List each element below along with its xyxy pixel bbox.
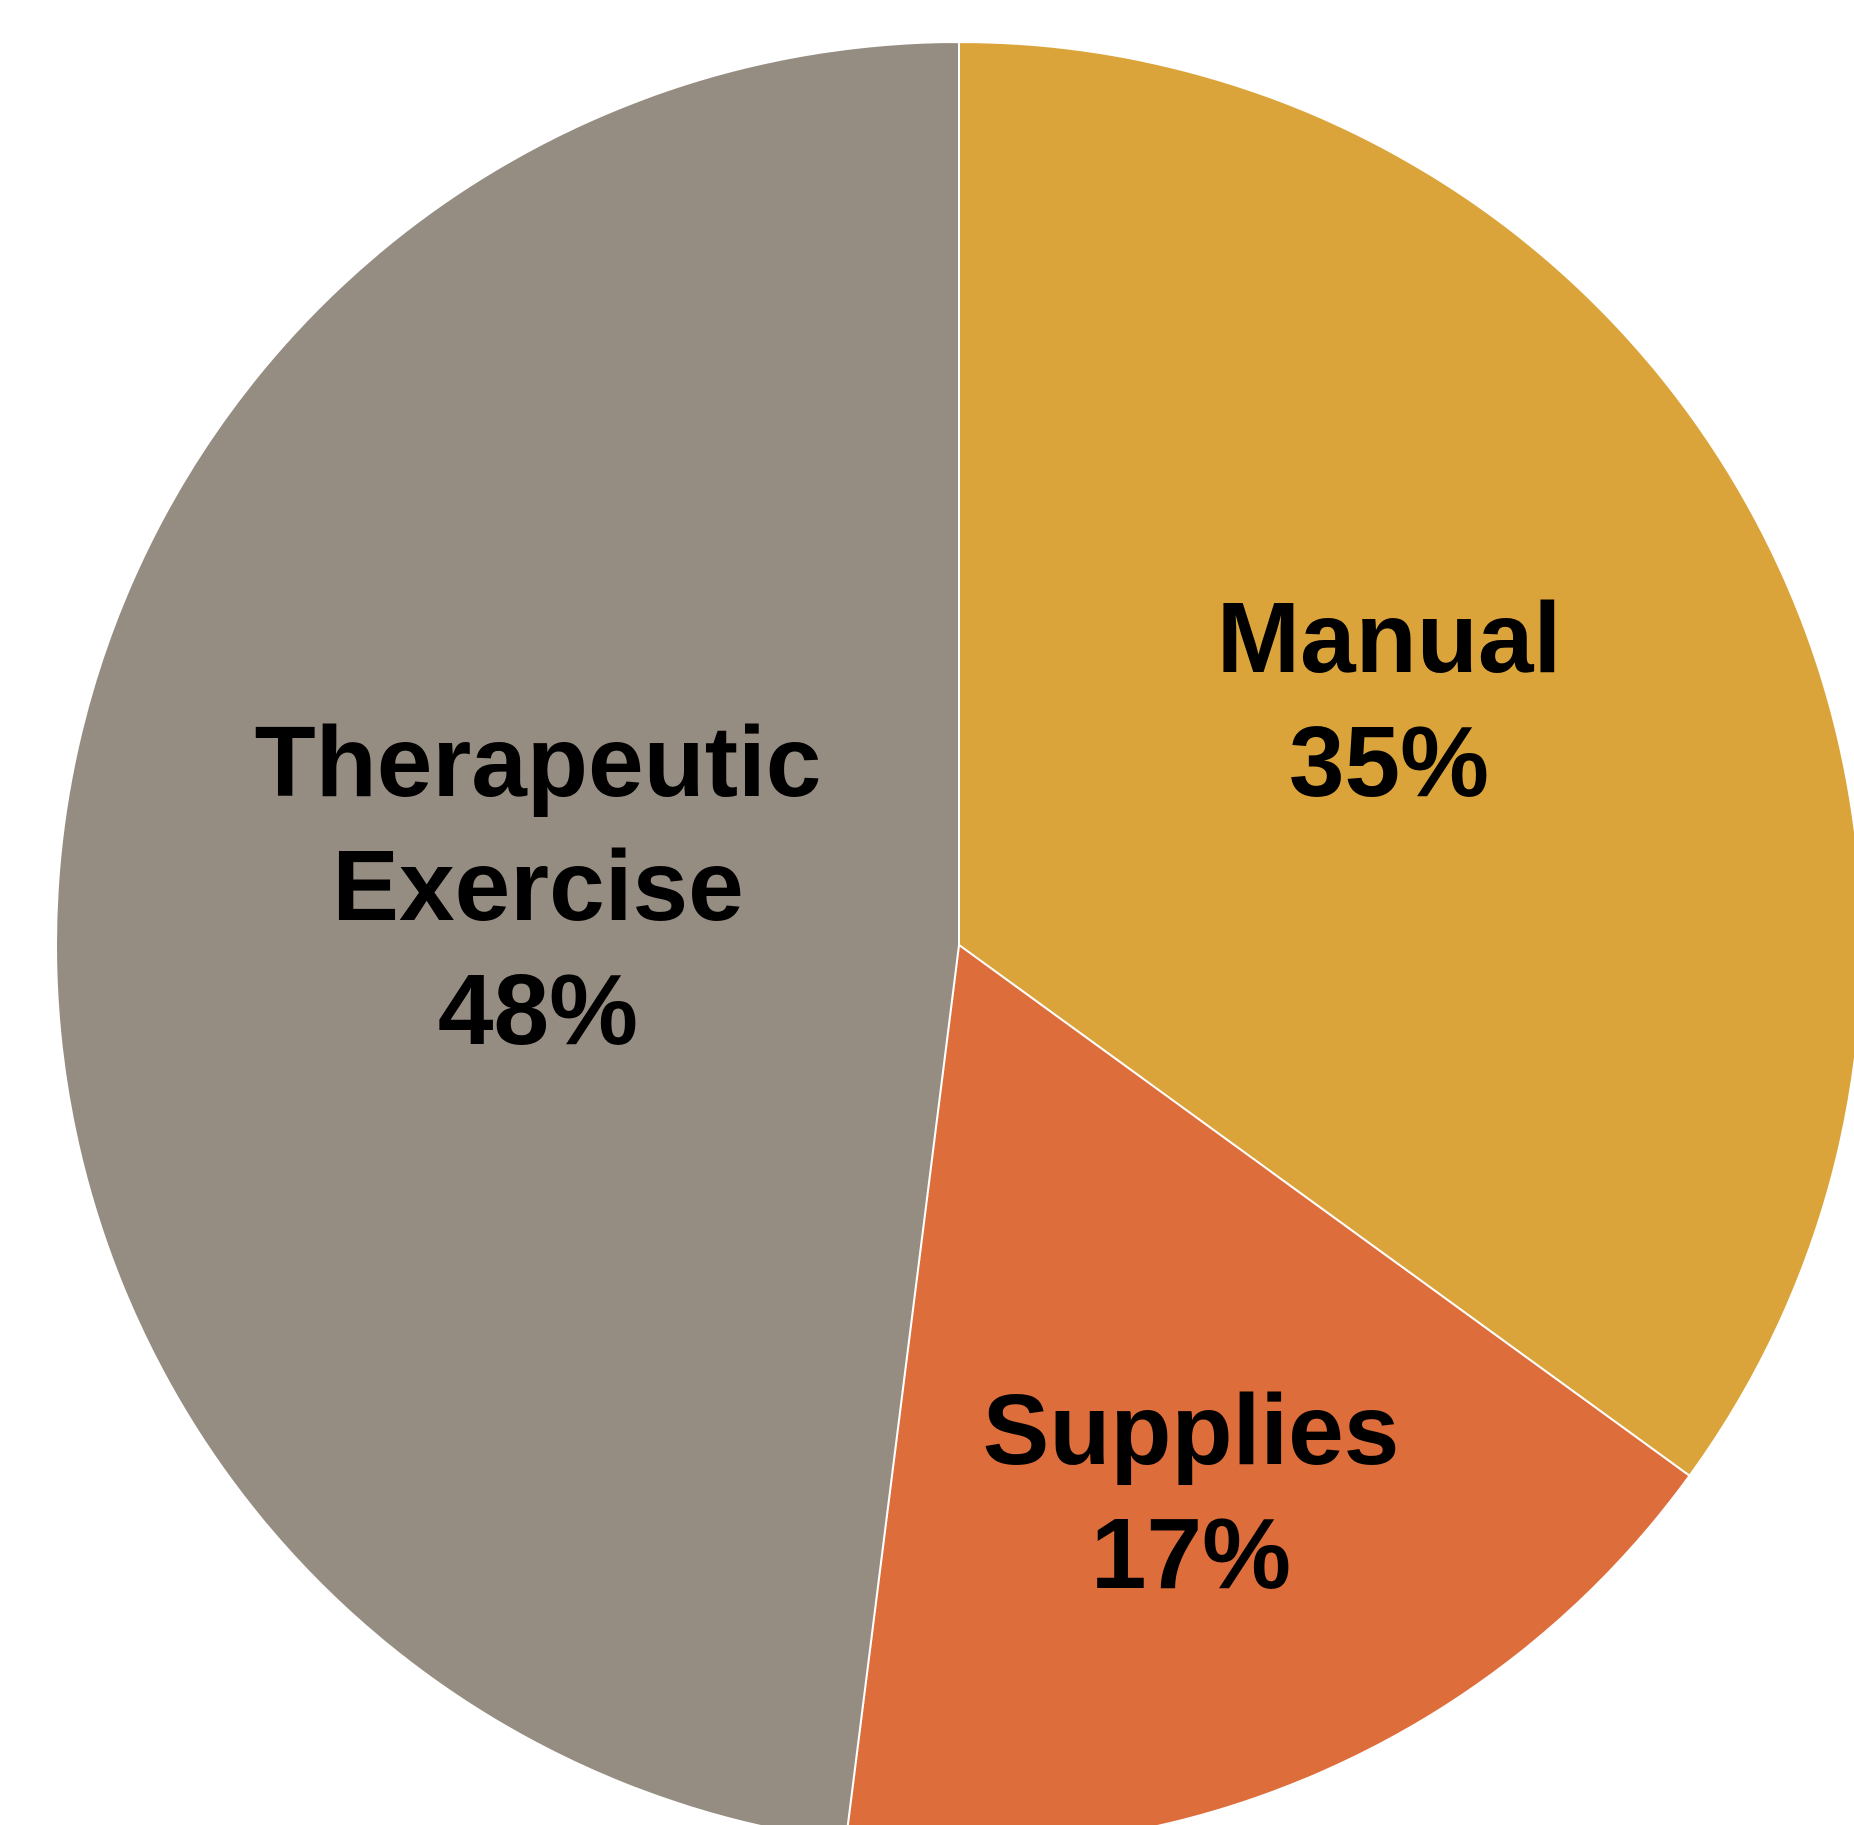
pie-slice	[55, 40, 960, 1825]
category-label: Supplies	[982, 1374, 1400, 1486]
value-label: 35%	[1288, 706, 1490, 818]
slice-label: Manual 35%	[1069, 576, 1709, 824]
value-label: 48%	[437, 954, 639, 1066]
slice-label: Supplies 17%	[871, 1368, 1511, 1616]
slice-label: Therapeutic Exercise 48%	[218, 700, 858, 1072]
value-label: 17%	[1090, 1498, 1292, 1610]
category-label: Manual	[1216, 582, 1562, 694]
category-label: Therapeutic Exercise	[254, 706, 822, 942]
pie-slice	[846, 943, 1691, 1825]
pie-slice	[958, 40, 1854, 1478]
